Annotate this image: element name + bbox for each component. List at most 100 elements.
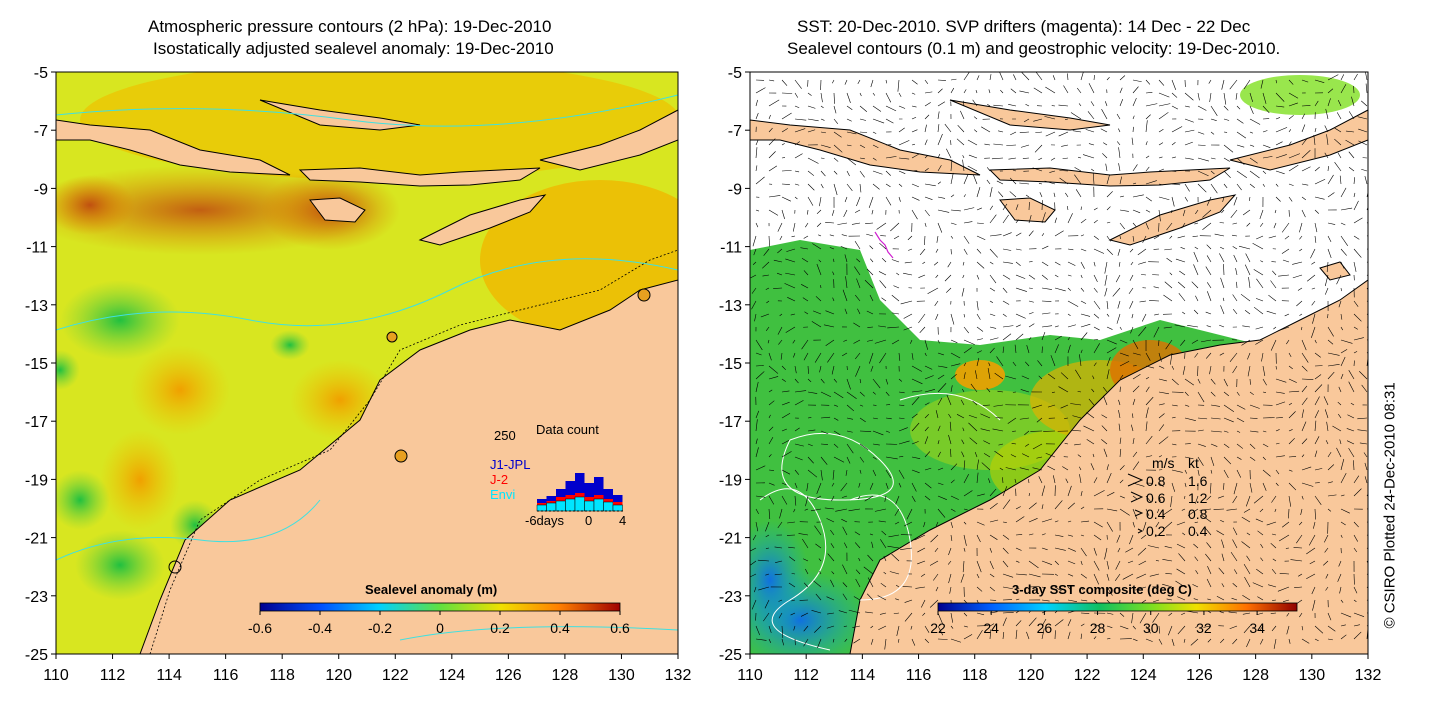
data-count-bar [555, 500, 566, 512]
right-colorbar-tick: 26 [1037, 620, 1053, 636]
right-lon-tick-label: 114 [850, 667, 876, 684]
left-lon-tick-label: 112 [100, 667, 126, 684]
velocity-legend-arrow-0 [1127, 473, 1144, 487]
data-count-bar [574, 496, 585, 512]
right-lon-tick-label: 124 [1130, 667, 1157, 684]
svp-drifter-track [874, 231, 894, 259]
left-lat-tick-label: -5 [34, 65, 48, 82]
left-colorbar-tick: 0 [436, 620, 444, 636]
data-count-series-envi: Envi [490, 487, 515, 502]
left-lat-tick-label: -11 [26, 240, 48, 257]
right-colorbar-tick: 24 [983, 620, 999, 636]
left-colorbar-tick: 0.4 [550, 620, 570, 636]
right-colorbar-tick: 32 [1196, 620, 1212, 636]
left-lon-tick-label: 124 [438, 667, 465, 684]
geostrophic-velocity-vectors [750, 72, 1368, 650]
right-lat-tick-label: -7 [728, 123, 742, 140]
velocity-legend-ms-3: 0.2 [1146, 523, 1166, 539]
left-lon-tick-label: 132 [665, 667, 692, 684]
right-lat-tick-label: -13 [719, 298, 742, 315]
right-title-line1: SST: 20-Dec-2010. SVP drifters (magenta)… [797, 17, 1251, 36]
java-island-left [56, 119, 291, 176]
right-lon-tick-label: 122 [1074, 667, 1101, 684]
left-lon-tick-label: 128 [552, 667, 579, 684]
right-colorbar-ticks: 22 24 26 28 30 32 34 [930, 611, 1265, 636]
right-lon-tick-label: 128 [1242, 667, 1269, 684]
australia-land-left [139, 279, 678, 654]
data-count-ymax: 250 [494, 428, 516, 443]
left-title-line2: Isostatically adjusted sealevel anomaly:… [153, 39, 554, 58]
velocity-legend-ms-2: 0.4 [1146, 506, 1166, 522]
data-count-bar [536, 504, 547, 512]
left-lon-tick-label: 116 [213, 667, 239, 684]
right-title-line2: Sealevel contours (0.1 m) and geostrophi… [787, 39, 1281, 58]
velocity-legend-ms-1: 0.6 [1146, 490, 1166, 506]
right-lon-tick-label: 116 [906, 667, 932, 684]
right-lon-tick-label: 126 [1186, 667, 1213, 684]
velocity-legend-arrow-3 [1137, 528, 1144, 534]
data-count-bar [584, 500, 595, 512]
right-map [750, 72, 1368, 654]
right-colorbar-tick: 22 [930, 620, 946, 636]
right-lat-tick-label: -11 [720, 240, 742, 257]
nusa-tenggara-left [298, 167, 541, 187]
sumba-island-left [309, 197, 366, 223]
right-lon-tick-label: 132 [1355, 667, 1382, 684]
data-count-bar [603, 501, 614, 512]
left-colorbar-tick: 0.6 [610, 620, 630, 636]
data-count-xtick-1: 0 [585, 513, 592, 528]
left-lon-tick-label: 120 [325, 667, 352, 684]
right-lat-tick-label: -21 [719, 531, 742, 548]
right-colorbar-tick: 34 [1249, 620, 1265, 636]
right-lon-tick-label: 110 [737, 667, 763, 684]
left-lat-tick-label: -13 [25, 298, 48, 315]
data-count-xtick-0: -6days [525, 513, 565, 528]
right-colorbar-tick: 28 [1090, 620, 1106, 636]
data-count-title: Data count [536, 422, 599, 437]
data-count-bar [593, 498, 604, 512]
left-lat-tick-label: -15 [25, 356, 48, 373]
velocity-legend-kt-0: 1.6 [1188, 473, 1208, 489]
data-count-bar [565, 498, 576, 512]
left-lat-tick-label: -23 [25, 589, 48, 606]
left-lat-tick-label: -17 [25, 414, 48, 431]
left-map [56, 72, 678, 654]
velocity-legend-header-kt: kt [1188, 455, 1199, 471]
right-lon-tick-label: 120 [1018, 667, 1045, 684]
data-count-xtick-2: 4 [619, 513, 626, 528]
left-lat-tick-label: -19 [25, 472, 48, 489]
velocity-legend-kt-3: 0.4 [1188, 523, 1208, 539]
right-lat-tick-label: -17 [719, 414, 742, 431]
right-lat-tick-label: -23 [719, 589, 742, 606]
left-colorbar-tick: -0.4 [308, 620, 332, 636]
axis-ticks: 110 112 114 116 118 120 122 124 126 128 130 132 -5 -7… [25, 65, 1382, 684]
left-lat-tick-label: -7 [34, 123, 48, 140]
velocity-legend-kt-2: 0.8 [1188, 506, 1208, 522]
velocity-legend-arrow-2 [1134, 509, 1144, 517]
left-colorbar-tick: -0.6 [248, 620, 272, 636]
left-lat-tick-label: -21 [25, 531, 48, 548]
left-colorbar-ticks: -0.6 -0.4 -0.2 0 0.2 0.4 0.6 [248, 611, 630, 636]
data-count-bar [594, 477, 604, 511]
right-lon-tick-label: 130 [1298, 667, 1325, 684]
velocity-legend-kt-1: 1.2 [1188, 490, 1208, 506]
velocity-legend: m/s kt 0.8 1.6 0.6 1.2 0.4 0.8 0.2 0.4 [1127, 455, 1208, 539]
left-lon-tick-label: 126 [495, 667, 522, 684]
left-lat-tick-label: -25 [25, 647, 48, 664]
right-colorbar-label: 3-day SST composite (deg C) [1012, 582, 1192, 597]
left-lon-tick-label: 122 [382, 667, 409, 684]
data-count-inset: Data count 250 J1-JPL J-2 Envi -6days 0 … [490, 422, 626, 528]
data-count-bar [612, 504, 623, 512]
velocity-legend-arrow-1 [1130, 491, 1144, 503]
data-count-series-j1: J1-JPL [490, 457, 530, 472]
right-lat-tick-label: -25 [719, 647, 742, 664]
data-count-series-j2: J-2 [490, 472, 508, 487]
velocity-legend-ms-0: 0.8 [1146, 473, 1166, 489]
velocity-legend-header-ms: m/s [1152, 455, 1175, 471]
right-colorbar [937, 602, 1298, 612]
right-lon-tick-label: 112 [793, 667, 819, 684]
data-count-bar [546, 502, 557, 512]
left-colorbar-label: Sealevel anomaly (m) [365, 582, 497, 597]
right-lon-tick-label: 118 [962, 667, 988, 684]
